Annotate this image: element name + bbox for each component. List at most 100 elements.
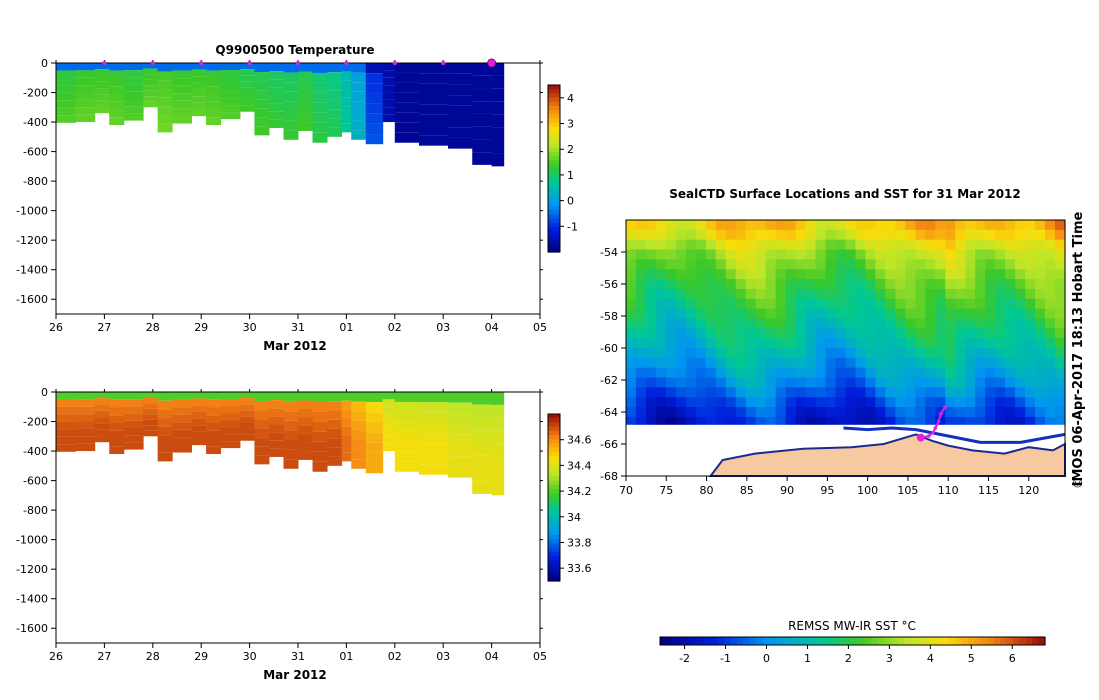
profile-cell	[298, 400, 314, 409]
profile-cell	[327, 392, 343, 402]
profile-cell	[172, 63, 193, 71]
sst-cell	[1045, 348, 1056, 359]
seal-location	[933, 426, 938, 430]
sst-cell	[785, 298, 797, 310]
sst-cell	[755, 338, 767, 349]
profile-cell	[394, 441, 420, 452]
sst-cell	[1055, 377, 1066, 388]
sst-colorbar-cell	[942, 637, 950, 645]
sst-cell	[725, 239, 737, 251]
sst-cell	[855, 298, 867, 310]
sst-cell	[865, 377, 877, 388]
profile-cell	[283, 110, 299, 121]
sst-cell	[765, 377, 777, 388]
sst-cell	[955, 229, 966, 241]
profile-cell	[283, 411, 299, 421]
sst-cell	[795, 308, 807, 320]
profile-cell	[283, 439, 299, 450]
sst-cell	[805, 387, 817, 398]
profile-cell	[157, 400, 173, 410]
sst-cell	[965, 348, 976, 359]
profile-column	[75, 63, 96, 123]
sst-cell	[765, 318, 777, 329]
colorbar-cell	[548, 434, 560, 440]
sst-cell	[645, 407, 657, 418]
profile-cell	[394, 451, 420, 462]
sst-cell	[685, 298, 697, 310]
sst-cell	[1005, 377, 1016, 388]
profile-cell	[239, 398, 255, 405]
profile-cell	[143, 68, 159, 75]
sst-cell	[955, 298, 966, 310]
sst-cell	[1035, 416, 1046, 428]
sst-cell	[655, 259, 667, 270]
sst-cell	[995, 249, 1006, 260]
profile-cell	[394, 392, 420, 402]
sst-colorbar-cell	[884, 637, 892, 645]
sst-cell	[735, 367, 747, 379]
map-x-tick-label: 70	[619, 484, 633, 497]
sst-cell	[885, 220, 896, 231]
colorbar-cell	[548, 89, 560, 94]
sst-cell	[1035, 338, 1046, 349]
profile-cell	[341, 392, 352, 401]
profile-cell	[172, 422, 193, 430]
profile-cell	[191, 418, 207, 426]
profile-cell	[254, 117, 270, 127]
profile-cell	[448, 392, 473, 403]
profile-cell	[239, 428, 255, 435]
profile-cell	[327, 109, 343, 119]
sst-cell	[715, 416, 727, 428]
sst-cell	[725, 416, 737, 428]
sst-cell	[795, 259, 807, 270]
profile-cell	[56, 100, 76, 108]
sst-cell	[775, 416, 787, 428]
profile-cell	[143, 397, 159, 404]
sst-cell	[1055, 357, 1066, 369]
profile-column	[382, 63, 396, 123]
profile-cell	[220, 441, 241, 449]
sst-cell	[945, 249, 956, 260]
sst-cell	[985, 387, 996, 398]
profile-cell	[172, 85, 193, 94]
sst-colorbar-cell	[660, 637, 668, 645]
profile-cell	[206, 438, 222, 447]
profile-cell	[109, 446, 125, 455]
profile-cell	[172, 108, 193, 116]
sst-cell	[885, 288, 896, 300]
sst-cell	[785, 239, 797, 251]
sst-cell	[1015, 269, 1026, 280]
profile-cell	[268, 119, 284, 128]
sst-cell	[805, 407, 817, 418]
sst-cell	[655, 249, 667, 260]
sst-cell	[925, 249, 936, 260]
sst-cell	[695, 416, 707, 428]
sst-cell	[1025, 387, 1036, 398]
sst-cell	[715, 328, 727, 339]
profile-cell	[472, 455, 493, 469]
sst-cell	[865, 387, 877, 398]
sst-cell	[765, 279, 777, 290]
sst-cell	[845, 308, 857, 320]
sst-colorbar: -2 -1 0 1 2 3 4 5 6	[659, 636, 1046, 665]
profile-cell	[157, 63, 173, 72]
profile-cell	[143, 430, 159, 437]
sst-cell	[835, 416, 847, 428]
colorbar-cell	[548, 122, 560, 128]
sst-cell	[626, 416, 637, 428]
profile-cell	[351, 411, 367, 421]
colorbar-cell	[548, 464, 560, 469]
sst-cell	[645, 259, 657, 270]
sst-cell	[905, 229, 916, 241]
sst-cell	[875, 348, 887, 359]
sst-colorbar-tick-label: 3	[886, 652, 893, 665]
sst-cell	[855, 407, 867, 418]
sst-cell	[665, 397, 677, 408]
profile-cell	[220, 434, 241, 442]
profile-cell	[75, 399, 96, 407]
sst-cell	[955, 328, 966, 339]
profile-column	[157, 392, 173, 462]
sst-cell	[1025, 259, 1036, 270]
sst-cell	[755, 397, 767, 408]
colorbar-cell	[548, 501, 560, 507]
